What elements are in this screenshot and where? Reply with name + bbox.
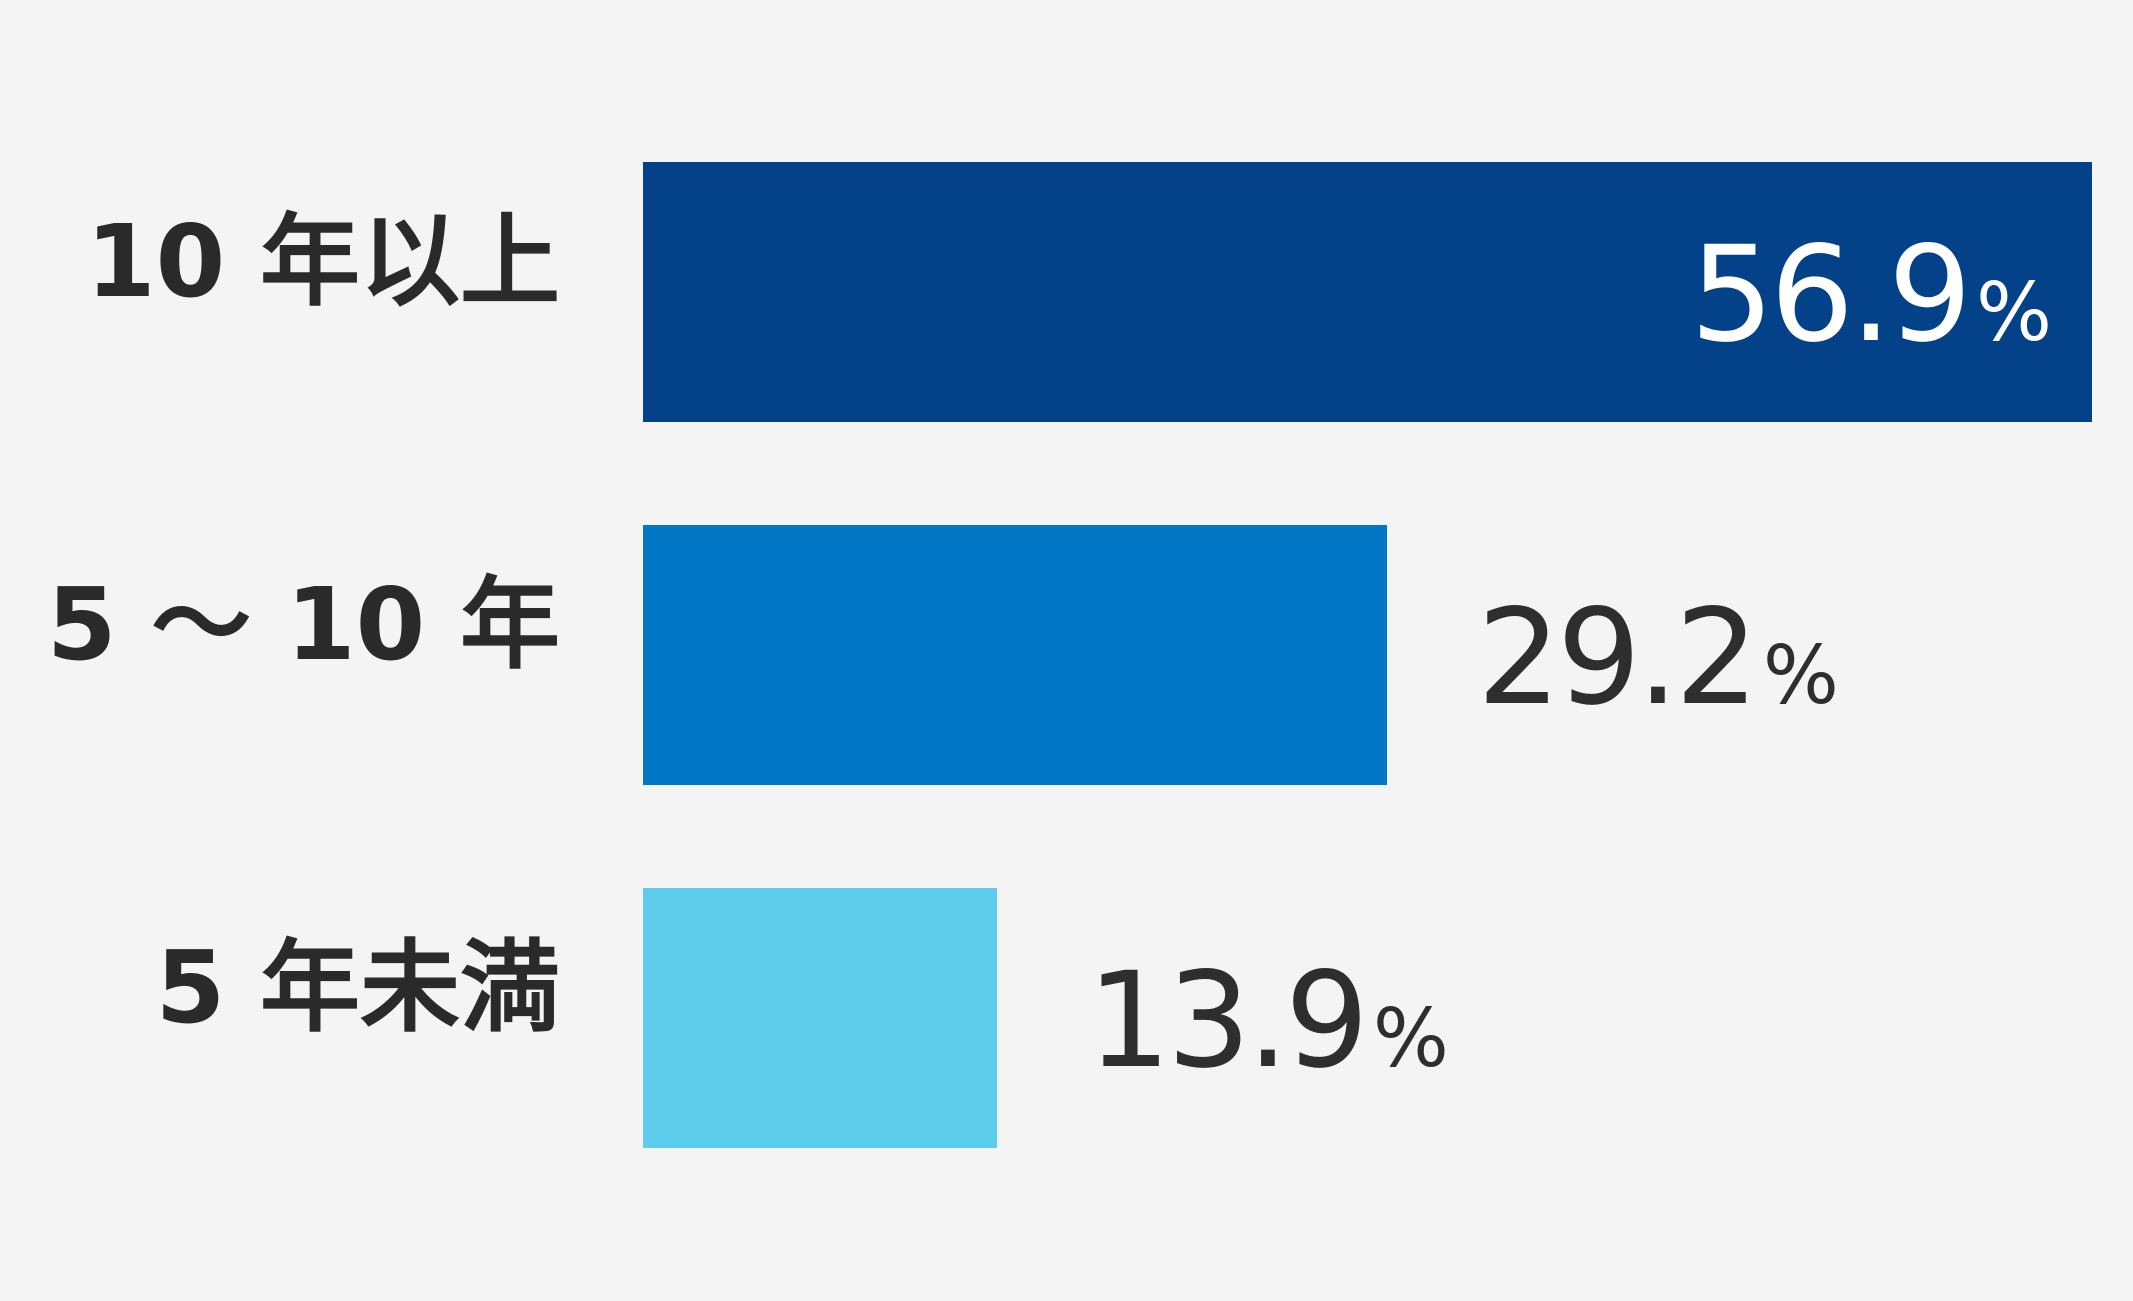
value-number-2: 13.9 (1087, 944, 1365, 1098)
value-unit-1: % (1763, 629, 1839, 722)
category-label-1: 5 ～ 10 年 (47, 566, 560, 683)
bar-1 (643, 525, 1387, 785)
value-label-2: 13.9% (1087, 944, 1449, 1098)
value-number-0: 56.9 (1690, 218, 1968, 372)
value-unit-2: % (1373, 992, 1449, 1085)
bar-0 (643, 162, 2092, 422)
value-unit-0: % (1976, 266, 2052, 359)
bar-2 (643, 888, 997, 1148)
category-label-2: 5 年未満 (156, 929, 560, 1046)
category-label-0: 10 年以上 (86, 203, 560, 320)
value-label-0: 56.9% (1690, 218, 2052, 372)
value-labels: 56.9 %29.2 %13.9% (1087, 218, 2052, 1098)
category-labels: 10 年以上 5 ～ 10 年 5 年未満 (47, 203, 560, 1046)
value-number-1: 29.2 (1477, 581, 1755, 735)
value-label-1: 29.2% (1477, 581, 1839, 735)
bars (643, 162, 2092, 1148)
